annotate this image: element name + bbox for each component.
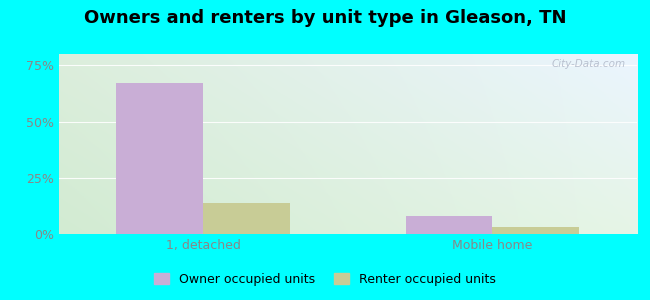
Bar: [203, 202, 290, 234]
Bar: [406, 216, 493, 234]
Legend: Owner occupied units, Renter occupied units: Owner occupied units, Renter occupied un…: [149, 268, 501, 291]
Text: Owners and renters by unit type in Gleason, TN: Owners and renters by unit type in Gleas…: [84, 9, 566, 27]
Bar: [493, 227, 579, 234]
Bar: [116, 83, 203, 234]
Text: City-Data.com: City-Data.com: [551, 59, 625, 69]
